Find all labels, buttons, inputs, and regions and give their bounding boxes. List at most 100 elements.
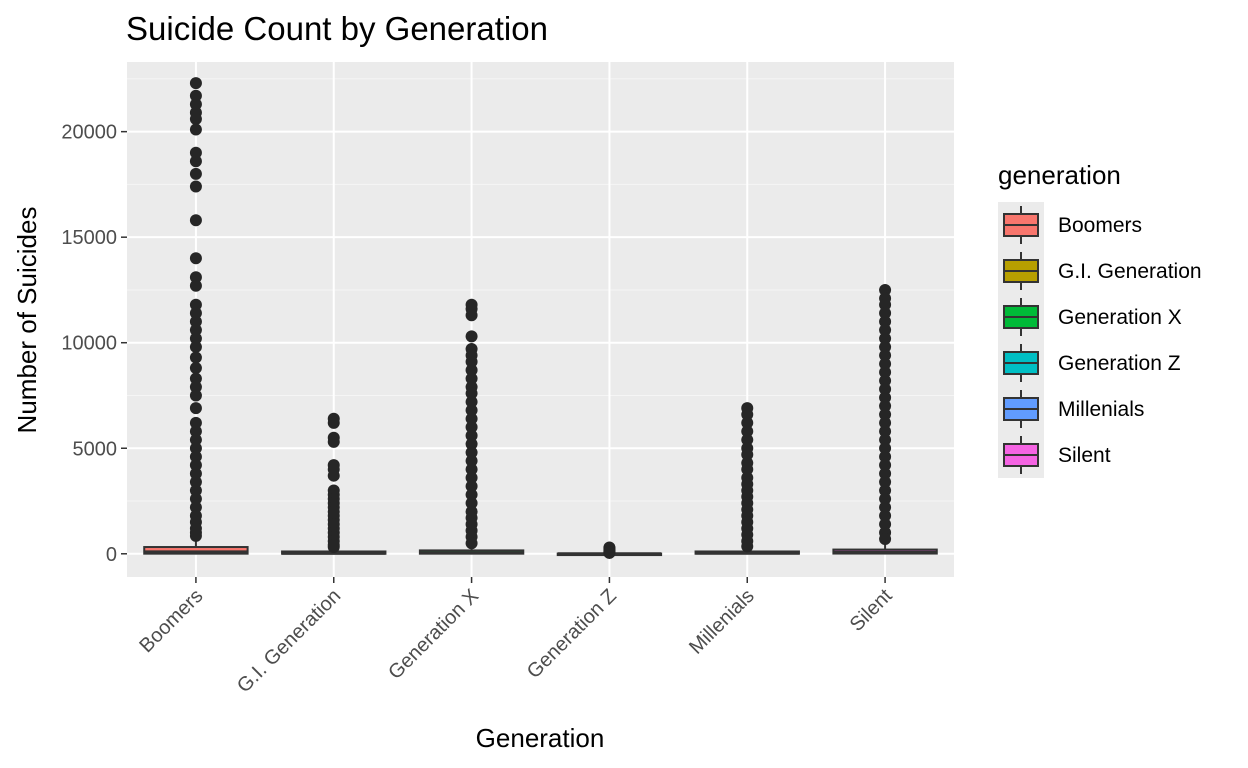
outlier-point (741, 448, 754, 461)
outlier-point (189, 98, 202, 111)
outlier-point (189, 416, 202, 429)
outlier-point (327, 416, 340, 429)
outlier-point (879, 442, 892, 455)
legend-item: Boomers (1003, 206, 1142, 244)
outlier-point (741, 408, 754, 421)
outlier-point (879, 366, 892, 379)
outlier-point (189, 484, 202, 497)
outlier-point (465, 497, 478, 510)
outlier-point (189, 123, 202, 136)
outlier-point (189, 389, 202, 402)
outlier-point (189, 372, 202, 385)
outlier-point (879, 283, 892, 296)
outlier-point (879, 332, 892, 345)
y-tick-label: 20000 (61, 122, 117, 144)
y-axis-title: Number of Suicides (12, 207, 42, 434)
legend-label: Millenials (1058, 398, 1144, 421)
outlier-point (189, 307, 202, 320)
outlier-point (189, 362, 202, 375)
outlier-point (189, 324, 202, 337)
outlier-point (465, 309, 478, 322)
x-tick-label: Boomers (135, 585, 207, 657)
outlier-point (189, 351, 202, 364)
outlier-point (189, 167, 202, 180)
outlier-point (879, 501, 892, 514)
outlier-point (327, 469, 340, 482)
outlier-point (189, 155, 202, 168)
outlier-point (741, 540, 754, 553)
outlier-point (879, 416, 892, 429)
x-axis-title: Generation (476, 723, 605, 753)
outlier-point (465, 429, 478, 442)
outlier-point (189, 315, 202, 328)
box (143, 546, 249, 555)
outlier-point (465, 463, 478, 476)
outlier-point (189, 252, 202, 265)
outlier-point (879, 450, 892, 463)
outlier-point (465, 355, 478, 368)
outlier-point (465, 537, 478, 550)
outlier-point (879, 383, 892, 396)
outlier-point (879, 484, 892, 497)
outlier-point (189, 298, 202, 311)
outlier-point (879, 391, 892, 404)
legend-item: Silent (1003, 436, 1111, 474)
box-group-millenials (694, 402, 800, 555)
box-group-generation-z (556, 541, 663, 559)
box-group-boomers (143, 77, 249, 555)
outlier-point (741, 463, 754, 476)
outlier-point (879, 349, 892, 362)
outlier-point (189, 271, 202, 284)
outlier-point (741, 425, 754, 438)
outlier-point (879, 425, 892, 438)
legend-label: Silent (1058, 444, 1111, 467)
outlier-point (465, 438, 478, 451)
outlier-point (879, 324, 892, 337)
y-axis: 0 5000 10000 15000 20000 (61, 122, 127, 566)
outlier-point (465, 454, 478, 467)
outlier-point (189, 476, 202, 489)
legend: generation Boomers G.I. Generation Generat… (998, 160, 1202, 478)
outlier-point (879, 467, 892, 480)
legend-label: Generation X (1058, 306, 1182, 329)
outlier-point (741, 433, 754, 446)
outlier-point (189, 402, 202, 415)
outlier-point (465, 421, 478, 434)
outlier-point (465, 387, 478, 400)
y-tick-label: 10000 (61, 333, 117, 355)
outlier-point (465, 404, 478, 417)
outlier-point (603, 546, 616, 559)
x-tick-label: Millenials (685, 585, 759, 659)
outlier-point (465, 372, 478, 385)
x-tick-label: G.I. Generation (233, 585, 345, 697)
legend-key-background (998, 202, 1044, 478)
outlier-point (189, 340, 202, 353)
y-tick-label: 0 (106, 544, 117, 566)
outlier-point (879, 357, 892, 370)
outlier-point (465, 446, 478, 459)
outlier-point (189, 279, 202, 292)
outlier-point (879, 298, 892, 311)
outlier-point (879, 492, 892, 505)
box-group-generation-x (418, 298, 525, 555)
outlier-point (879, 509, 892, 522)
outlier-point (879, 459, 892, 472)
outlier-point (189, 214, 202, 227)
outlier-point (189, 459, 202, 472)
outlier-point (879, 408, 892, 421)
outlier-point (189, 501, 202, 514)
plot-panel (127, 62, 954, 577)
outlier-point (189, 433, 202, 446)
legend-item: Millenials (1003, 390, 1144, 428)
outlier-point (189, 112, 202, 125)
outlier-point (189, 180, 202, 193)
outlier-point (879, 400, 892, 413)
outlier-point (189, 381, 202, 394)
outlier-point (189, 450, 202, 463)
outlier-point (189, 467, 202, 480)
outlier-point (879, 340, 892, 353)
outlier-point (327, 541, 340, 554)
outlier-point (465, 471, 478, 484)
outlier-point (879, 433, 892, 446)
